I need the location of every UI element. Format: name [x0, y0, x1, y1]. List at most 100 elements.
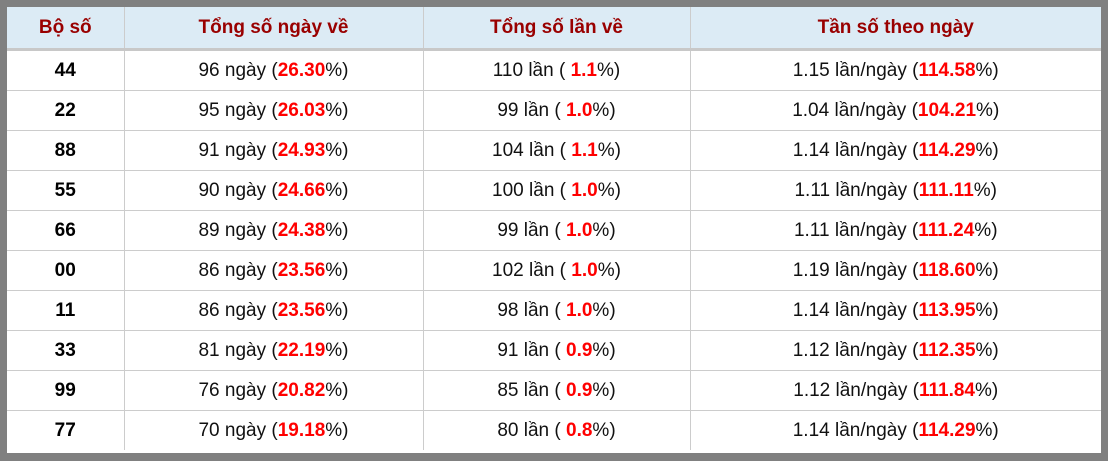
tan-so-cell: 1.14 lần/ngày (114.29%) [690, 130, 1101, 171]
table-row: 66 89 ngày (24.38%) 99 lần ( 1.0%) 1.11 lần… [7, 210, 1101, 251]
ngay-count: 95 [198, 99, 220, 121]
tan-so-value: 1.12 [792, 339, 830, 361]
tong-so-ngay-cell: 89 ngày (24.38%) [124, 210, 424, 251]
ngay-unit: ngày [224, 139, 267, 161]
lan-percent: 1.0 [566, 299, 593, 321]
bo-so-cell: 44 [7, 49, 125, 91]
tan-so-value: 1.19 [792, 259, 830, 281]
bo-so-cell: 11 [7, 290, 125, 331]
tan-so-value: 1.04 [792, 99, 830, 121]
lan-count: 98 [497, 299, 519, 321]
ngay-unit: ngày [224, 419, 267, 441]
tan-so-percent: 113.95 [918, 299, 976, 321]
tong-so-lan-cell: 80 lần ( 0.8%) [423, 410, 691, 450]
ngay-percent: 24.38 [277, 219, 326, 241]
ngay-percent: 19.18 [277, 419, 326, 441]
header-row: Bộ số Tổng số ngày về Tổng số lần về Tần… [7, 7, 1101, 51]
tong-so-ngay-cell: 91 ngày (24.93%) [124, 130, 424, 171]
tong-so-lan-cell: 99 lần ( 1.0%) [423, 210, 691, 251]
ngay-unit: ngày [224, 179, 267, 201]
lan-count: 85 [497, 379, 519, 401]
bo-so-cell: 22 [7, 90, 125, 131]
ngay-count: 76 [198, 379, 220, 401]
tan-so-unit: lần/ngày [835, 419, 907, 441]
tan-so-unit: lần/ngày [835, 259, 907, 281]
lan-unit: lần [523, 339, 550, 361]
tan-so-value: 1.15 [792, 59, 830, 81]
ngay-count: 86 [198, 299, 220, 321]
lan-percent: 0.9 [566, 339, 593, 361]
tan-so-unit: lần/ngày [835, 139, 907, 161]
ngay-count: 81 [198, 339, 220, 361]
lan-count: 102 [492, 259, 524, 281]
lan-percent: 1.0 [571, 259, 598, 281]
table-row: 22 95 ngày (26.03%) 99 lần ( 1.0%) 1.04 lần… [7, 90, 1101, 131]
tan-so-unit: lần/ngày [834, 219, 907, 241]
header-tan-so-theo-ngay: Tần số theo ngày [690, 7, 1101, 51]
bo-so-cell: 77 [7, 410, 125, 450]
ngay-unit: ngày [224, 59, 267, 81]
ngay-percent: 23.56 [277, 299, 326, 321]
bo-so-cell: 33 [7, 330, 125, 371]
tan-so-cell: 1.12 lần/ngày (112.35%) [690, 330, 1101, 371]
lan-unit: lần [529, 179, 555, 201]
tong-so-lan-cell: 104 lần ( 1.1%) [423, 130, 691, 171]
tong-so-ngay-cell: 95 ngày (26.03%) [124, 90, 424, 131]
lan-count: 104 [492, 139, 524, 161]
table-row: 33 81 ngày (22.19%) 91 lần ( 0.9%) 1.12 lần… [7, 330, 1101, 371]
bo-so-cell: 88 [7, 130, 125, 171]
header-bo-so: Bộ số [7, 7, 125, 51]
tan-so-unit: lần/ngày [835, 339, 907, 361]
tan-so-percent: 111.24 [918, 219, 975, 241]
tong-so-ngay-cell: 86 ngày (23.56%) [124, 290, 424, 331]
tong-so-lan-cell: 100 lần ( 1.0%) [423, 170, 691, 211]
header-tong-so-ngay-ve: Tổng số ngày về [124, 7, 424, 51]
lan-unit: lần [523, 299, 550, 321]
ngay-unit: ngày [224, 299, 267, 321]
lan-percent: 1.0 [566, 219, 593, 241]
tan-so-unit: lần/ngày [835, 59, 907, 81]
tan-so-cell: 1.19 lần/ngày (118.60%) [690, 250, 1101, 291]
tan-so-percent: 111.84 [918, 379, 975, 401]
stats-table: Bộ số Tổng số ngày về Tổng số lần về Tần… [7, 7, 1101, 450]
lan-unit: lần [529, 259, 555, 281]
tan-so-value: 1.11 [794, 179, 831, 201]
tan-so-cell: 1.14 lần/ngày (114.29%) [792, 419, 999, 441]
ngay-unit: ngày [224, 379, 267, 401]
tan-so-value: 1.14 [792, 419, 830, 441]
ngay-unit: ngày [224, 259, 267, 281]
tong-so-lan-cell: 102 lần ( 1.0%) [423, 250, 691, 291]
tan-so-percent: 112.35 [918, 339, 976, 361]
ngay-unit: ngày [224, 339, 267, 361]
tong-so-lan-cell: 110 lần ( 1.1%) [423, 49, 691, 91]
lan-percent: 0.9 [566, 379, 593, 401]
table-row: 55 90 ngày (24.66%) 100 lần ( 1.0%) 1.11 lầ… [7, 170, 1101, 211]
tong-so-ngay-cell: 90 ngày (24.66%) [124, 170, 424, 211]
table-row: 99 76 ngày (20.82%) 85 lần ( 0.9%) 1.12 lần… [7, 370, 1101, 411]
lan-percent: 1.0 [571, 179, 598, 201]
tong-so-lan-cell: 98 lần ( 1.0%) [423, 290, 691, 331]
tan-so-percent: 118.60 [918, 259, 976, 281]
tan-so-cell: 1.11 lần/ngày (111.11%) [690, 170, 1101, 211]
tan-so-percent: 114.29 [918, 419, 976, 441]
tan-so-unit: lần/ngày [835, 379, 908, 401]
table-row: 88 91 ngày (24.93%) 104 lần ( 1.1%) 1.14 lầ… [7, 130, 1101, 171]
tan-so-unit: lần/ngày [834, 99, 907, 121]
lan-unit: lần [529, 139, 555, 161]
tan-so-percent: 104.21 [917, 99, 977, 121]
bo-so-cell: 00 [7, 250, 125, 291]
tan-so-value: 1.14 [792, 299, 830, 321]
tong-so-ngay-cell: 96 ngày (26.30%) [124, 49, 424, 91]
tong-so-ngay-cell: 81 ngày (22.19%) [124, 330, 424, 371]
ngay-count: 90 [198, 179, 220, 201]
lan-count: 91 [497, 339, 519, 361]
ngay-percent: 23.56 [277, 259, 326, 281]
tong-so-ngay-cell: 70 ngày (19.18%) [124, 410, 424, 450]
bo-so-cell: 99 [7, 370, 125, 411]
table-row: 00 86 ngày (23.56%) 102 lần ( 1.0%) 1.19 lầ… [7, 250, 1101, 291]
header-tong-so-lan-ve: Tổng số lần về [423, 7, 691, 51]
ngay-percent: 24.93 [277, 139, 326, 161]
lan-count: 100 [492, 179, 524, 201]
tan-so-cell: 1.14 lần/ngày (113.95%) [690, 290, 1101, 331]
